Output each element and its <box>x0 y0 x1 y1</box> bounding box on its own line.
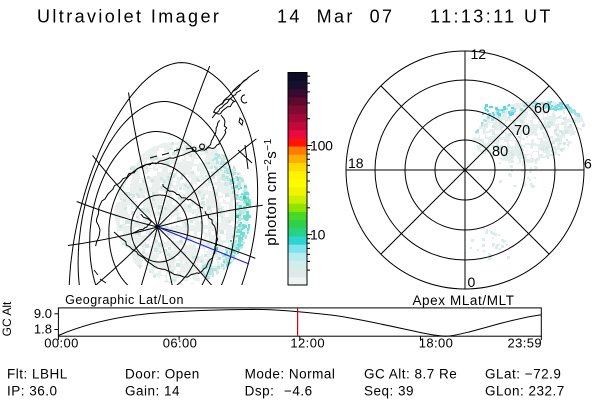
svg-text:photon cm−2s−1: photon cm−2s−1 <box>263 138 281 245</box>
svg-text:Mode: Normal: Mode: Normal <box>245 367 336 382</box>
svg-text:Door: Open: Door: Open <box>125 367 200 382</box>
svg-text:10: 10 <box>310 227 326 243</box>
svg-text:Apex MLat/MLT: Apex MLat/MLT <box>412 293 514 308</box>
svg-text:Geographic Lat/Lon: Geographic Lat/Lon <box>65 293 184 307</box>
svg-text:Seq: 39: Seq: 39 <box>364 384 414 399</box>
svg-text:Ultraviolet Imager: Ultraviolet Imager <box>37 7 221 27</box>
svg-text:−4.6: −4.6 <box>284 384 313 399</box>
svg-text:Dsp:: Dsp: <box>245 384 275 399</box>
svg-text:GC Alt: GC Alt <box>0 301 14 336</box>
svg-text:Flt: LBHL: Flt: LBHL <box>7 367 68 382</box>
svg-text:60: 60 <box>534 101 550 117</box>
svg-text:80: 80 <box>492 144 508 160</box>
svg-text:GC Alt: 8.7 Re: GC Alt: 8.7 Re <box>364 367 457 382</box>
svg-text:IP: 36.0: IP: 36.0 <box>7 384 58 399</box>
svg-text:06:00: 06:00 <box>163 336 198 351</box>
svg-text:GLon: 232.7: GLon: 232.7 <box>485 384 565 399</box>
svg-text:100: 100 <box>310 138 333 154</box>
svg-text:12:00: 12:00 <box>290 336 325 351</box>
svg-text:18: 18 <box>348 155 364 171</box>
svg-text:12: 12 <box>471 46 487 62</box>
svg-text:0: 0 <box>468 274 476 290</box>
svg-text:18:00: 18:00 <box>419 336 454 351</box>
svg-text:9.0: 9.0 <box>34 306 52 321</box>
svg-text:70: 70 <box>514 123 530 139</box>
svg-text:23:59: 23:59 <box>508 336 543 351</box>
svg-text:14 Mar 07: 14 Mar 07 <box>277 7 394 27</box>
svg-text:00:00: 00:00 <box>44 336 79 351</box>
svg-text:GLat: −72.9: GLat: −72.9 <box>485 367 561 382</box>
svg-text:11:13:11 UT: 11:13:11 UT <box>430 7 553 27</box>
svg-text:6: 6 <box>584 156 592 172</box>
svg-text:Gain: 14: Gain: 14 <box>125 384 180 399</box>
svg-text:1.8: 1.8 <box>34 322 52 337</box>
